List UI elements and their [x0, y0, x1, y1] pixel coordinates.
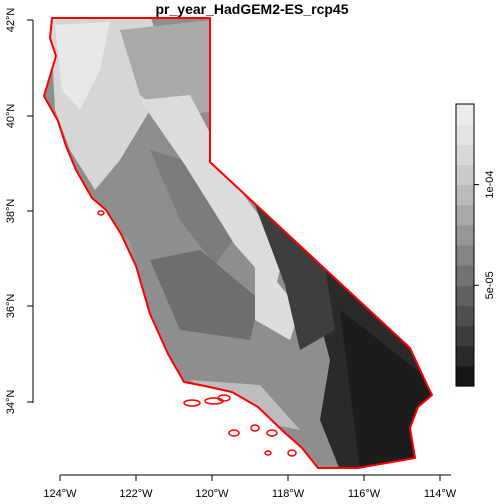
colorbar-swatch: [456, 265, 474, 286]
colorbar-swatch: [456, 204, 474, 226]
colorbar-swatch: [456, 104, 474, 125]
x-axis: 124°W 122°W 120°W 118°W 116°W 114°W: [43, 474, 457, 500]
y-tick-label: 36°N: [5, 294, 17, 319]
colorbar-frame: [455, 103, 475, 387]
island-outline: [217, 394, 231, 402]
raster-field: [55, 22, 110, 110]
y-tick-label: 34°N: [5, 390, 17, 415]
colorbar-swatch: [456, 325, 474, 347]
x-tick-label: 116°W: [348, 488, 381, 500]
x-tick-label: 118°W: [272, 488, 305, 500]
colorbar-swatch: [456, 345, 474, 367]
island-outline: [264, 450, 272, 456]
x-tick-label: 114°W: [424, 488, 457, 500]
raster-fields: [50, 18, 432, 468]
raster-field: [120, 20, 215, 120]
y-tick-label: 42°N: [5, 8, 17, 33]
colorbar-tick-label: 1e-04: [484, 171, 496, 199]
island-outline: [287, 449, 297, 457]
colorbar-swatch: [456, 245, 474, 266]
colorbar: 5e-05 1e-04: [455, 103, 496, 387]
island-outline: [250, 424, 260, 432]
map-title: pr_year_HadGEM2-ES_rcp45: [156, 1, 349, 17]
precipitation-raster: [44, 18, 432, 468]
colorbar-swatch: [456, 224, 474, 246]
raster-field: [255, 255, 300, 340]
raster-field: [140, 95, 285, 290]
colorbar-swatch: [456, 365, 474, 387]
x-tick-label: 122°W: [119, 488, 153, 500]
raster-field: [150, 250, 260, 340]
colorbar-swatch: [456, 164, 474, 186]
california-border: [43, 17, 433, 469]
colorbar-swatch: [456, 305, 474, 327]
y-axis: 34°N 36°N 38°N 40°N 42°N: [5, 8, 34, 415]
y-tick-label: 38°N: [5, 199, 17, 224]
island-outline: [97, 210, 105, 216]
channel-islands: [97, 210, 297, 457]
x-tick-label: 120°W: [195, 488, 229, 500]
colorbar-swatch: [456, 184, 474, 206]
colorbar-swatch: [456, 124, 474, 145]
island-outline: [183, 399, 201, 407]
colorbar-swatch: [456, 144, 474, 166]
y-tick-label: 40°N: [5, 104, 17, 129]
colorbar-tick-label: 5e-05: [484, 271, 496, 299]
raster-field: [150, 150, 240, 265]
colorbar-swatch: [456, 285, 474, 307]
x-tick-label: 124°W: [43, 488, 77, 500]
island-outline: [228, 429, 240, 437]
island-outline: [266, 429, 278, 437]
raster-field: [340, 310, 430, 468]
